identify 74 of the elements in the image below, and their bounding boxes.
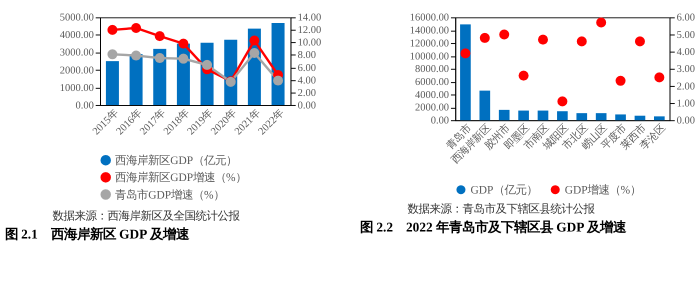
source-note: 数据来源：西海岸新区及全国统计公报 <box>52 209 240 222</box>
legend-label: 青岛市GDP增速（%） <box>115 188 225 202</box>
y2-tick-label: 0.00 <box>298 100 316 112</box>
y-tick-label: 0.00 <box>430 116 450 127</box>
point <box>499 30 510 40</box>
source-note: 数据来源：青岛市及下辖区县统计公报 <box>408 202 595 216</box>
y2-tick-label: 0.00 <box>676 116 695 127</box>
y2-tick-label: 1.00 <box>676 98 695 110</box>
legend-label: GDP增速（%） <box>564 184 642 197</box>
y2-tick-label: 6.00 <box>676 12 695 24</box>
y2-tick-label: 14.00 <box>298 12 322 24</box>
y2-tick-label: 12.00 <box>298 25 322 36</box>
bar <box>615 114 626 120</box>
y2-tick-label: 3.00 <box>676 64 695 76</box>
y-tick-label: 10000.00 <box>410 51 450 62</box>
y2-tick-label: 4.00 <box>298 75 316 86</box>
point <box>480 32 490 43</box>
y-tick-label: 2000.00 <box>415 102 450 114</box>
bar <box>479 90 490 120</box>
y-tick-label: 8000.00 <box>415 64 450 76</box>
y-tick-label: 3000.00 <box>60 48 94 59</box>
point <box>460 48 470 58</box>
bar <box>557 111 568 120</box>
y-tick-label: 2000.00 <box>60 65 94 76</box>
legend-label: 西海岸新区GDP增速（%） <box>115 171 247 184</box>
y-tick-label: 14000.00 <box>410 26 450 37</box>
point <box>616 76 626 86</box>
y-tick-label: 0.00 <box>75 100 94 112</box>
point <box>131 23 142 33</box>
point <box>538 34 548 45</box>
bar <box>576 113 588 120</box>
point <box>596 18 606 28</box>
bar <box>498 110 510 120</box>
y-tick-label: 6000.00 <box>415 76 450 88</box>
point <box>557 96 568 106</box>
point <box>634 36 645 46</box>
point <box>178 54 188 64</box>
point <box>273 76 284 86</box>
point <box>154 31 165 42</box>
point <box>518 70 529 81</box>
y2-tick-label: 2.00 <box>298 88 316 99</box>
y2-tick-label: 4.00 <box>676 46 695 58</box>
y-tick-label: 16000.00 <box>410 12 450 24</box>
y2-tick-label: 10.00 <box>298 38 322 49</box>
bar <box>596 113 606 120</box>
legend-label: GDP（亿元） <box>470 184 538 197</box>
bar <box>460 24 471 120</box>
y-tick-label: 5000.00 <box>60 12 94 24</box>
y-tick-label: 4000.00 <box>60 30 94 42</box>
bar <box>130 54 143 105</box>
legend-label: 西海岸新区GDP（亿元） <box>115 154 238 168</box>
point <box>107 49 118 60</box>
text: 图 2.2 2022 年青岛市及下辖区县 GDP 及增速 <box>360 220 628 235</box>
point <box>107 24 118 35</box>
bar <box>538 110 548 120</box>
point <box>576 36 587 46</box>
point <box>654 72 664 82</box>
text: 图 2.1 西海岸新区 GDP 及增速 <box>4 226 190 242</box>
y2-tick-label: 5.00 <box>676 30 695 41</box>
y2-tick-label: 2.00 <box>676 81 695 92</box>
y-tick-label: 12000.00 <box>410 38 450 50</box>
point <box>249 48 260 58</box>
y2-tick-label: 6.00 <box>298 62 316 74</box>
point <box>202 60 212 70</box>
point <box>131 50 142 61</box>
y2-tick-label: 8.00 <box>298 50 316 62</box>
point <box>249 36 260 46</box>
point <box>178 38 188 49</box>
bar <box>106 61 119 105</box>
y-tick-label: 4000.00 <box>415 90 450 101</box>
bar <box>518 110 529 120</box>
bar <box>634 116 646 120</box>
y-tick-label: 1000.00 <box>60 82 94 94</box>
point <box>154 53 165 64</box>
